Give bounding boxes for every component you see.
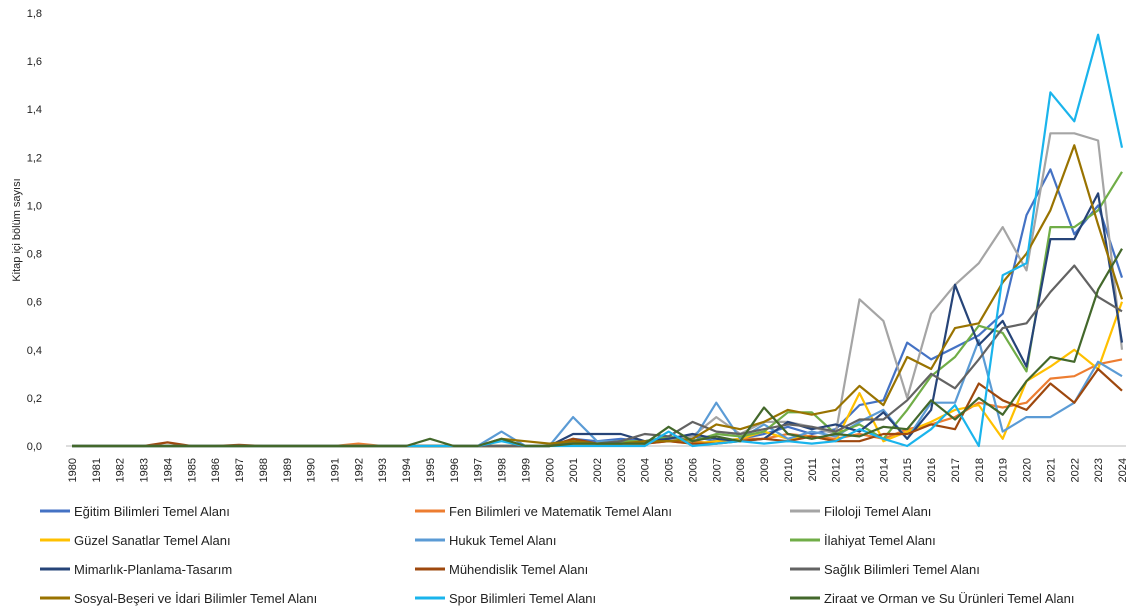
x-tick-label: 1982 [115,458,127,482]
series-line [72,33,1124,448]
x-tick-label: 2014 [878,458,890,482]
x-tick-label: 2017 [950,458,962,482]
x-tick-label: 1989 [282,458,294,482]
y-tick-label: 0,6 [27,297,42,309]
legend-label: Mühendislik Temel Alanı [449,562,588,577]
x-tick-label: 1987 [234,458,246,482]
series-line [72,248,1123,448]
x-tick-label: 2006 [687,458,699,482]
y-tick-label: 0,2 [27,393,42,405]
y-tick-label: 0,8 [27,249,42,261]
x-tick-label: 2009 [759,458,771,482]
legend-label: Fen Bilimleri ve Matematik Temel Alanı [449,504,672,519]
x-tick-label: 1981 [91,458,103,482]
x-tick-label: 2001 [568,458,580,482]
x-tick-label: 2022 [1069,458,1081,482]
x-tick-label: 2011 [807,458,819,482]
y-tick-label: 0,0 [27,441,42,453]
x-tick-label: 1993 [377,458,389,482]
series-line [72,264,1123,448]
legend-label: Güzel Sanatlar Temel Alanı [74,533,231,548]
legend-label: İlahiyat Temel Alanı [824,533,936,548]
x-tick-label: 2016 [926,458,938,482]
x-tick-label: 2000 [544,458,556,482]
x-tick-label: 1991 [330,458,342,482]
x-tick-label: 2002 [592,458,604,482]
x-tick-label: 2013 [855,458,867,482]
series-line [72,339,1123,448]
y-tick-label: 1,2 [27,152,42,164]
x-tick-label: 1999 [520,458,532,482]
x-tick-label: 2010 [783,458,795,482]
x-tick-label: 2003 [616,458,628,482]
x-tick-label: 1983 [139,458,151,482]
x-tick-label: 1988 [258,458,270,482]
legend-label: Hukuk Temel Alanı [449,533,556,548]
x-tick-label: 1984 [162,458,174,482]
x-tick-label: 2019 [998,458,1010,482]
legend-label: Sosyal-Beşeri ve İdari Bilimler Temel Al… [74,591,317,606]
x-tick-label: 1980 [67,458,79,482]
x-tick-label: 2024 [1117,458,1129,482]
legend-label: Mimarlık-Planlama-Tasarım [74,562,232,577]
x-tick-label: 1996 [449,458,461,482]
x-tick-label: 1998 [497,458,509,482]
x-tick-label: 2023 [1093,458,1105,482]
x-tick-label: 1995 [425,458,437,482]
x-tick-label: 2020 [1022,458,1034,482]
legend-label: Eğitim Bilimleri Temel Alanı [74,504,230,519]
x-tick-label: 2005 [664,458,676,482]
x-tick-label: 2007 [711,458,723,482]
series-line [72,301,1124,448]
x-tick-label: 2021 [1045,458,1057,482]
y-tick-label: 1,4 [27,104,42,116]
x-tick-label: 2004 [640,458,652,482]
x-tick-label: 2008 [735,458,747,482]
x-tick-label: 2012 [831,458,843,482]
x-tick-label: 1990 [306,458,318,482]
x-tick-label: 1986 [210,458,222,482]
legend-label: Ziraat ve Orman ve Su Ürünleri Temel Ala… [824,591,1074,606]
series-line [72,132,1124,448]
legend-label: Filoloji Temel Alanı [824,504,931,519]
y-tick-label: 1,6 [27,56,42,68]
x-tick-label: 1997 [473,458,485,482]
x-tick-label: 1994 [401,458,413,482]
legend-label: Sağlık Bilimleri Temel Alanı [824,562,980,577]
x-tick-label: 1992 [353,458,365,482]
x-tick-label: 2015 [902,458,914,482]
y-tick-label: 1,0 [27,200,42,212]
y-tick-label: 0,4 [27,345,42,357]
legend-label: Spor Bilimleri Temel Alanı [449,591,596,606]
x-tick-label: 2018 [974,458,986,482]
series-line [72,144,1124,448]
y-axis-label: Kitap içi bölüm sayısı [11,178,23,281]
x-tick-label: 1985 [186,458,198,482]
y-tick-label: 1,8 [27,8,42,20]
